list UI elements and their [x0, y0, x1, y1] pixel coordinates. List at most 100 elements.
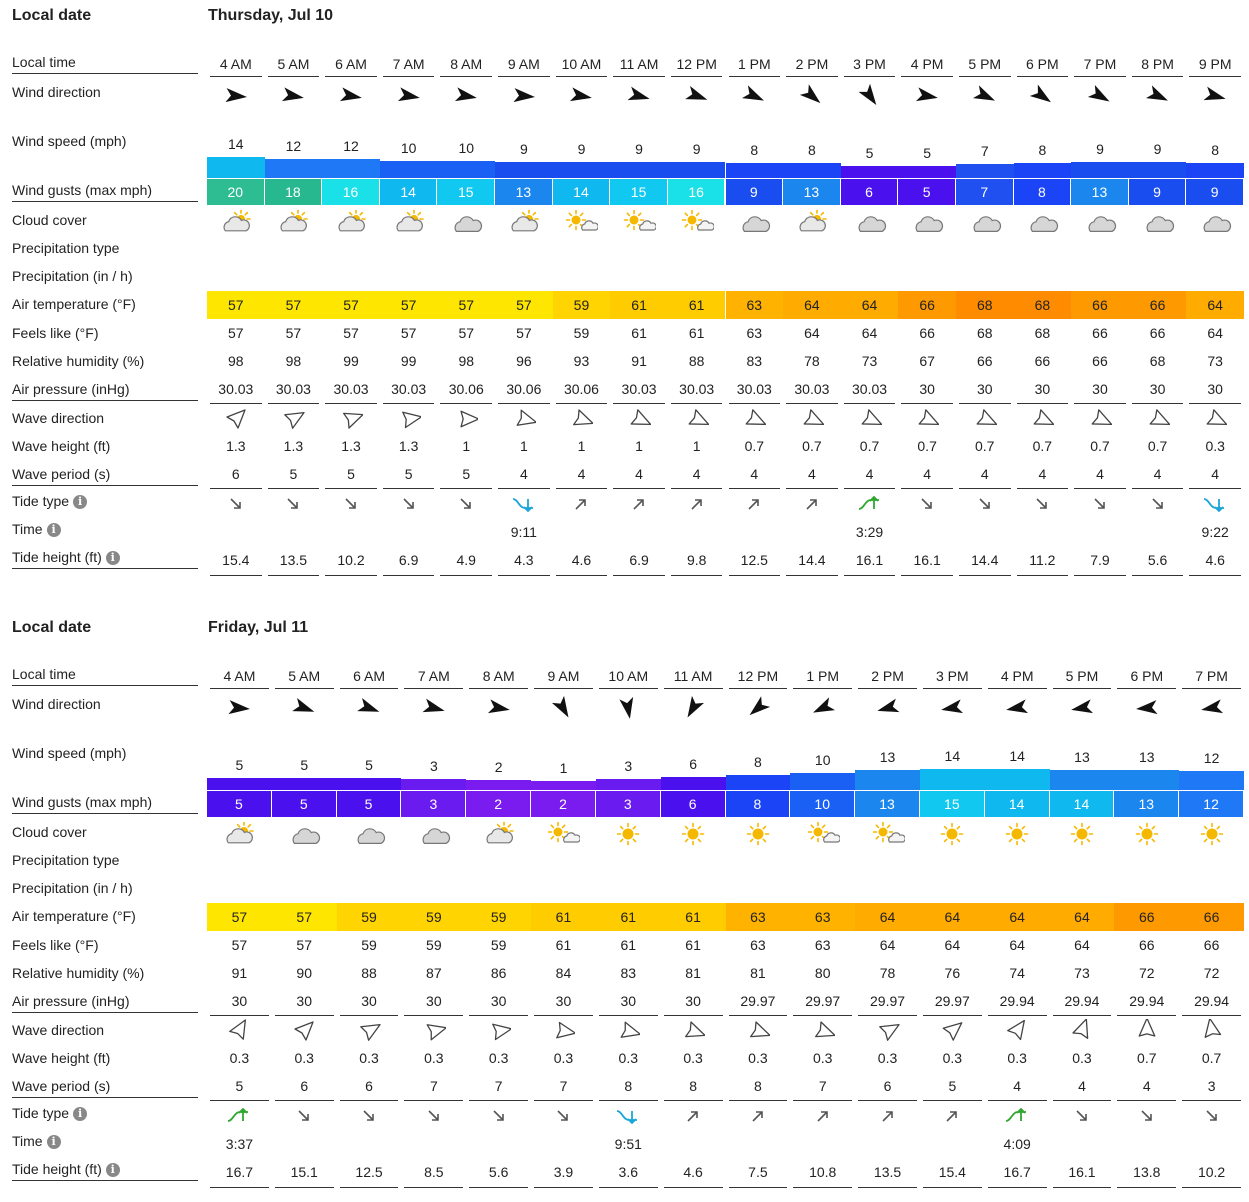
pressure-value: 30 — [685, 993, 701, 1009]
wave-height-value: 0.3 — [942, 1050, 963, 1066]
row-divider — [1074, 403, 1126, 404]
row-divider — [382, 488, 435, 489]
row-divider — [793, 1100, 853, 1101]
info-icon[interactable]: i — [73, 1107, 88, 1122]
feels-like-value: 57 — [400, 325, 417, 341]
hour-label: 12 PM — [676, 56, 717, 72]
row-divider — [1189, 488, 1241, 489]
tide-down-icon — [1141, 1110, 1152, 1121]
wave-height-value: 0.7 — [802, 438, 822, 454]
wind-gust-value: 9 — [1186, 178, 1244, 205]
info-icon[interactable]: i — [46, 523, 61, 538]
row-divider — [382, 403, 435, 404]
label-cloud-cover: Cloud cover — [12, 823, 198, 841]
humidity-value: 74 — [1009, 965, 1025, 981]
row-divider — [786, 575, 838, 576]
pressure-value: 30.03 — [679, 381, 715, 397]
wind-speed-bar — [1186, 162, 1244, 178]
info-icon[interactable]: i — [105, 1163, 120, 1178]
tide-height-value: 7.5 — [748, 1164, 768, 1180]
wind-speed-value: 14 — [944, 748, 961, 765]
label-precip: Precipitation (in / h) — [12, 879, 198, 897]
wave-direction-icon — [516, 409, 537, 426]
wind-speed-bar — [264, 159, 323, 178]
wind-speed-value: 5 — [300, 756, 309, 773]
row-divider — [1117, 1187, 1177, 1188]
wind-direction-cell — [1145, 83, 1171, 114]
tide-type-cell — [453, 494, 479, 519]
air-temp-value: 63 — [725, 903, 791, 931]
wind-direction-cell — [680, 695, 706, 726]
wind-arrow-icon — [1071, 699, 1094, 714]
wave-direction-cell — [876, 1019, 900, 1048]
label-wave-direction: Wave direction — [12, 1021, 198, 1039]
wind-speed-bar — [379, 161, 438, 178]
hour-label: 5 PM — [1065, 668, 1099, 684]
wave-period-value: 6 — [231, 466, 240, 482]
wave-height-value: 1.3 — [398, 438, 419, 454]
info-icon[interactable]: i — [46, 1135, 61, 1150]
row-divider — [210, 575, 262, 576]
tide-down-icon — [1152, 498, 1163, 509]
feels-like-value: 61 — [555, 937, 572, 953]
wind-gust-value: 12 — [1179, 790, 1244, 817]
wind-speed-value: 9 — [635, 140, 643, 157]
tide-up-icon — [748, 499, 760, 510]
tide-type-cell — [1199, 1106, 1225, 1131]
pressure-value: 30.03 — [391, 381, 427, 397]
wind-direction-cell — [550, 695, 576, 726]
info-icon[interactable]: i — [73, 495, 88, 510]
info-icon[interactable]: i — [105, 551, 120, 566]
label-wind-direction: Wind direction — [12, 83, 198, 101]
feels-like-value: 66 — [1092, 325, 1108, 341]
pressure-value: 30.03 — [218, 381, 254, 397]
wave-period-value: 7 — [559, 1078, 568, 1094]
wave-period-value: 4 — [980, 466, 989, 482]
column-divider — [613, 76, 665, 77]
wind-direction-cell — [875, 695, 901, 726]
humidity-value: 98 — [458, 353, 475, 369]
row-divider — [534, 1100, 593, 1101]
air-temp-value: 64 — [984, 903, 1050, 931]
wave-height-value: 1 — [577, 438, 586, 454]
label-text: Wind direction — [12, 696, 101, 712]
column-divider — [210, 688, 269, 689]
wave-period-value: 8 — [689, 1078, 697, 1094]
partly-cloud-icon — [511, 209, 539, 232]
cloud-cover-cell — [806, 821, 841, 851]
air-temp-value: 57 — [264, 291, 323, 319]
wind-gust-value: 8 — [725, 790, 791, 817]
row-divider — [210, 403, 262, 404]
row-divider — [1016, 403, 1069, 404]
label-tide-height: Tide height (ft) i — [12, 548, 198, 569]
row-divider — [498, 403, 550, 404]
wind-speed-value: 7 — [980, 142, 989, 159]
wave-direction-cell — [746, 1019, 771, 1048]
partly-cloud-icon — [486, 821, 514, 844]
feels-like-value: 57 — [516, 325, 532, 341]
row-divider — [210, 488, 262, 489]
partly-cloud-icon — [338, 209, 366, 232]
wind-speed-bar — [207, 777, 272, 790]
wind-arrow-icon — [972, 85, 995, 101]
tide-height-value: 5.6 — [1147, 552, 1168, 568]
hour-label: 8 AM — [482, 668, 515, 684]
label-wave-height: Wave height (ft) — [12, 1049, 198, 1067]
wind-gust-value: 5 — [207, 790, 272, 817]
row-divider — [663, 1015, 723, 1016]
wind-speed-bar — [725, 774, 791, 790]
row-divider — [404, 1187, 464, 1188]
wind-speed-value: 8 — [1211, 141, 1220, 158]
row-divider — [598, 1015, 658, 1016]
wind-speed-value: 9 — [1153, 140, 1162, 157]
wind-speed-bar — [898, 165, 956, 178]
wind-arrow-icon — [858, 83, 876, 106]
label-local-date: Local date — [12, 619, 198, 637]
label-text: Local time — [12, 666, 76, 682]
feels-like-value: 61 — [631, 325, 647, 341]
cloud-cover-cell — [853, 210, 887, 239]
column-divider — [469, 688, 529, 689]
cloud-cover-cell — [219, 209, 253, 239]
column-divider — [440, 76, 493, 77]
wave-height-value: 0.3 — [359, 1050, 379, 1066]
